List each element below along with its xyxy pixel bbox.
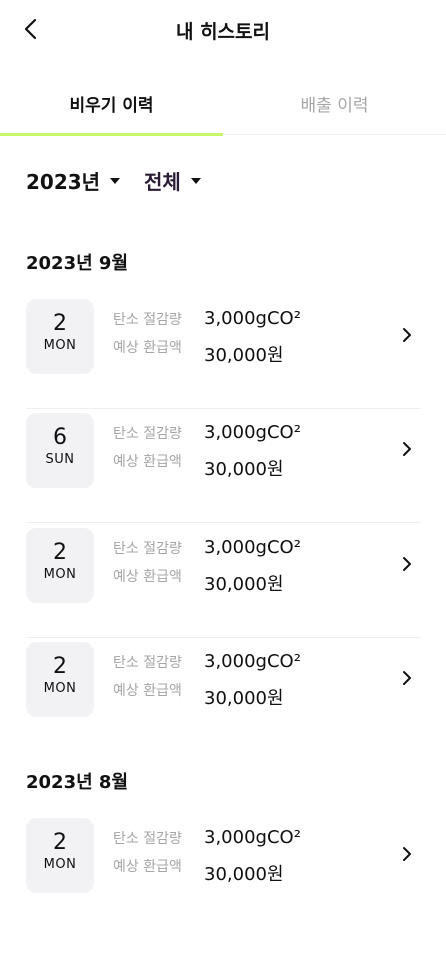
date-badge: 2 MON: [26, 299, 94, 374]
active-tab-indicator: [0, 133, 223, 136]
history-item[interactable]: 2 MON 탄소 절감량 3,000gCO² 예상 환급액 30,000원: [26, 642, 420, 742]
chevron-right-icon: [403, 442, 411, 456]
date-badge: 2 MON: [26, 642, 94, 717]
type-filter-label: 전체: [144, 170, 181, 194]
carbon-value: 3,000gCO²: [204, 537, 301, 558]
refund-label: 예상 환급액: [113, 454, 182, 470]
carbon-label: 탄소 절감량: [113, 312, 182, 328]
date-weekday: MON: [43, 567, 77, 582]
date-day: 6: [53, 425, 67, 450]
date-badge: 2 MON: [26, 818, 94, 893]
date-weekday: SUN: [45, 452, 75, 467]
carbon-label: 탄소 절감량: [113, 831, 182, 847]
refund-value: 30,000원: [204, 864, 284, 885]
month-section-title: 2023년 9월: [26, 253, 129, 274]
chevron-right-icon: [403, 847, 411, 861]
date-badge: 2 MON: [26, 528, 94, 603]
app-header: 내 히스토리: [0, 0, 446, 60]
refund-label: 예상 환급액: [113, 340, 182, 356]
carbon-value: 3,000gCO²: [204, 308, 301, 329]
refund-label: 예상 환급액: [113, 569, 182, 585]
carbon-value: 3,000gCO²: [204, 422, 301, 443]
refund-label: 예상 환급액: [113, 683, 182, 699]
carbon-value: 3,000gCO²: [204, 827, 301, 848]
page-title: 내 히스토리: [175, 21, 270, 43]
caret-down-icon: [190, 177, 201, 184]
history-item[interactable]: 2 MON 탄소 절감량 3,000gCO² 예상 환급액 30,000원: [26, 528, 420, 638]
carbon-label: 탄소 절감량: [113, 426, 182, 442]
refund-value: 30,000원: [204, 459, 284, 480]
carbon-value: 3,000gCO²: [204, 651, 301, 672]
tab-label: 배출 이력: [300, 96, 369, 116]
refund-value: 30,000원: [204, 345, 284, 366]
date-weekday: MON: [43, 857, 77, 872]
date-badge: 6 SUN: [26, 413, 94, 488]
date-day: 2: [53, 311, 67, 336]
date-day: 2: [53, 654, 67, 679]
refund-value: 30,000원: [204, 574, 284, 595]
date-day: 2: [53, 540, 67, 565]
month-section-title: 2023년 8월: [26, 772, 129, 793]
chevron-right-icon: [403, 557, 411, 571]
date-day: 2: [53, 830, 67, 855]
carbon-label: 탄소 절감량: [113, 655, 182, 671]
history-item[interactable]: 2 MON 탄소 절감량 3,000gCO² 예상 환급액 30,000원: [26, 299, 420, 409]
tab-bar: 비우기 이력 배출 이력: [0, 82, 446, 136]
chevron-right-icon: [403, 328, 411, 342]
chevron-left-icon: [24, 18, 37, 40]
tab-disposal-history[interactable]: 배출 이력: [223, 82, 446, 135]
year-filter-label: 2023년: [26, 170, 101, 194]
history-item[interactable]: 2 MON 탄소 절감량 3,000gCO² 예상 환급액 30,000원: [26, 818, 420, 918]
date-weekday: MON: [43, 338, 77, 353]
date-weekday: MON: [43, 681, 77, 696]
caret-down-icon: [110, 177, 121, 184]
type-filter-dropdown[interactable]: 전체: [144, 166, 201, 195]
back-button[interactable]: [18, 14, 48, 44]
refund-value: 30,000원: [204, 688, 284, 709]
tab-empty-history[interactable]: 비우기 이력: [0, 82, 223, 136]
year-filter-dropdown[interactable]: 2023년: [26, 166, 121, 195]
tab-label: 비우기 이력: [69, 96, 154, 116]
refund-label: 예상 환급액: [113, 859, 182, 875]
history-item[interactable]: 6 SUN 탄소 절감량 3,000gCO² 예상 환급액 30,000원: [26, 413, 420, 523]
carbon-label: 탄소 절감량: [113, 541, 182, 557]
chevron-right-icon: [403, 671, 411, 685]
